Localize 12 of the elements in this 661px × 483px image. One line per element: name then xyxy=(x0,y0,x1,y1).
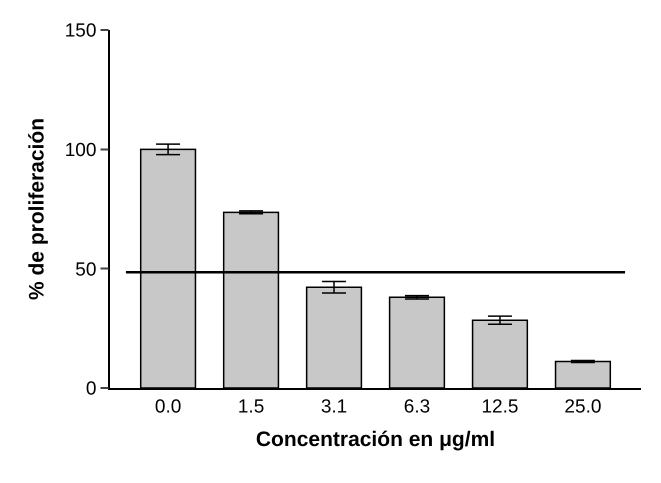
y-tick-label: 0 xyxy=(86,378,96,400)
x-tick-label: 25.0 xyxy=(564,396,602,418)
y-tick-label: 100 xyxy=(64,140,96,161)
x-tick-label: 3.1 xyxy=(320,396,348,418)
x-tick-label: 0.0 xyxy=(154,396,182,418)
x-tick-label: 6.3 xyxy=(404,396,430,418)
x-tick-label: 12.5 xyxy=(481,396,518,418)
y-tick-label: 50 xyxy=(75,259,96,280)
x-axis-title: Concentración en μg/ml xyxy=(256,428,496,452)
x-tick-label: 1.5 xyxy=(238,396,264,418)
y-axis-title: % de proliferación xyxy=(25,118,48,300)
y-tick-label: 150 xyxy=(64,20,96,42)
